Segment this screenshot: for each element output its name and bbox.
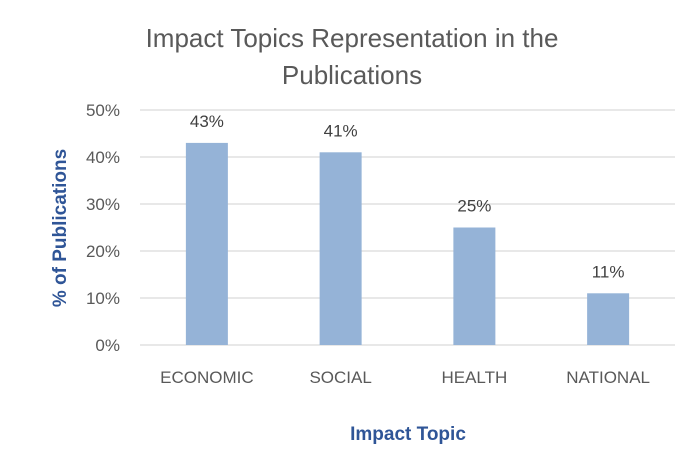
- category-label: SOCIAL: [309, 368, 371, 387]
- y-tick-label: 30%: [86, 195, 120, 214]
- y-axis-title: % of Publications: [50, 149, 71, 307]
- bar-national: [587, 293, 630, 345]
- y-tick-label: 20%: [86, 242, 120, 261]
- chart-title-line-2: Publications: [282, 60, 422, 90]
- y-tick-label: 40%: [86, 148, 120, 167]
- data-label: 25%: [457, 197, 491, 216]
- y-tick-label: 0%: [95, 336, 120, 355]
- data-label: 41%: [324, 121, 358, 140]
- x-axis-categories: ECONOMIC SOCIAL HEALTH NATIONAL: [160, 368, 650, 387]
- y-tick-label: 50%: [86, 101, 120, 120]
- bar-social: [319, 152, 362, 345]
- y-tick-label: 10%: [86, 289, 120, 308]
- gridlines: [140, 109, 675, 346]
- y-axis-ticks: 0% 10% 20% 30% 40% 50%: [86, 101, 120, 355]
- bars: [185, 142, 630, 345]
- data-label: 11%: [592, 262, 625, 281]
- category-label: NATIONAL: [566, 368, 650, 387]
- data-labels: 43% 41% 25% 11%: [190, 112, 625, 281]
- bar-health: [453, 227, 496, 345]
- category-label: ECONOMIC: [160, 368, 254, 387]
- category-label: HEALTH: [441, 368, 507, 387]
- data-label: 43%: [190, 112, 224, 131]
- chart-title-line-1: Impact Topics Representation in the: [146, 23, 559, 53]
- bar-economic: [185, 142, 228, 345]
- x-axis-title: Impact Topic: [350, 424, 466, 445]
